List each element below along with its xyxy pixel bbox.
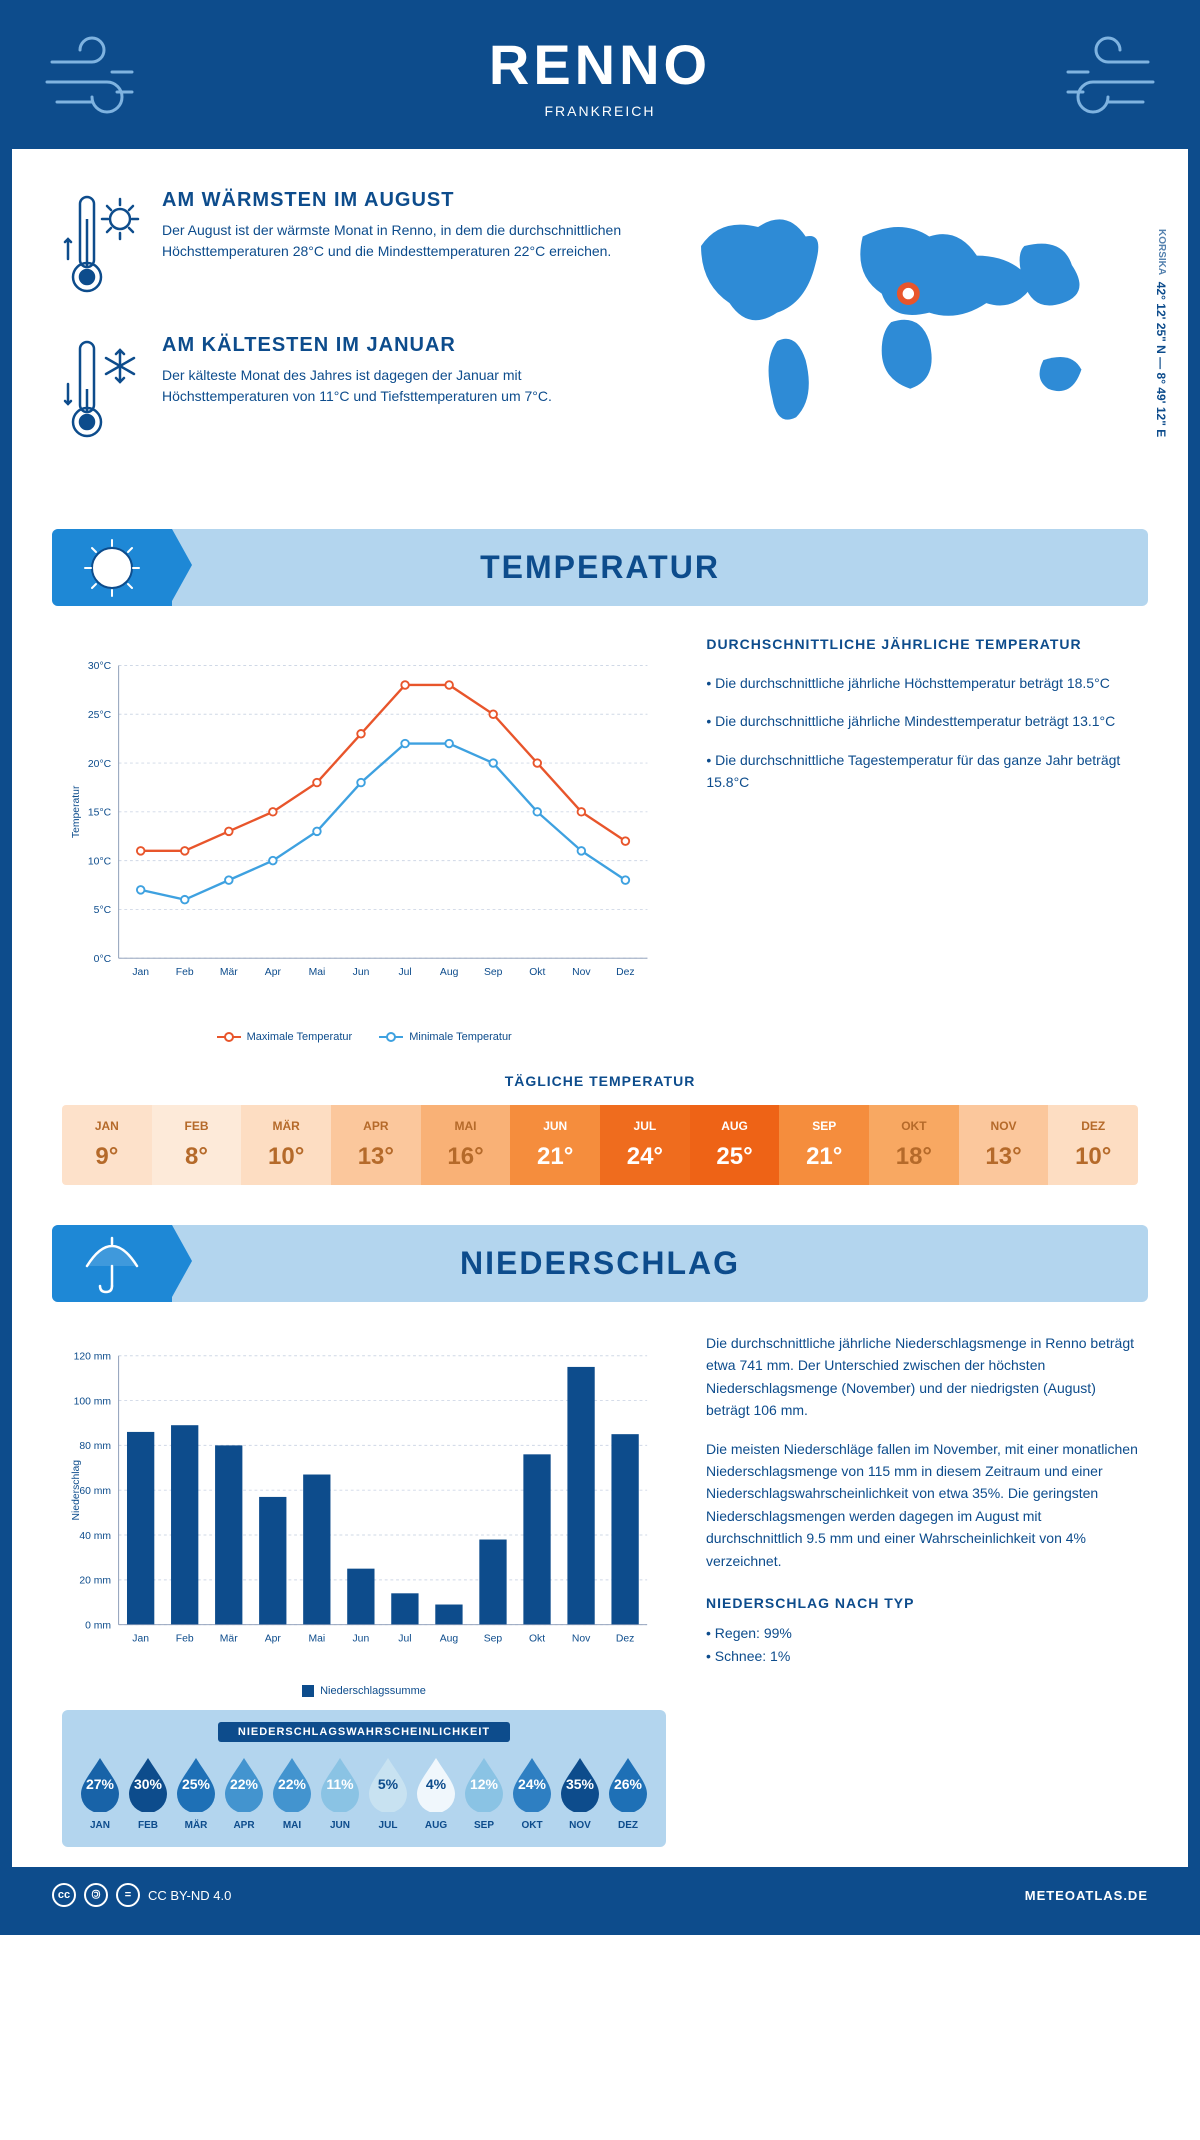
- svg-text:15°C: 15°C: [88, 808, 112, 819]
- svg-text:Jan: Jan: [132, 1634, 149, 1645]
- svg-text:40 mm: 40 mm: [79, 1531, 111, 1542]
- thermometer-cold-icon: [62, 334, 142, 444]
- coldest-blurb: AM KÄLTESTEN IM JANUAR Der kälteste Mona…: [62, 334, 633, 449]
- temp-info: DURCHSCHNITTLICHE JÄHRLICHE TEMPERATUR •…: [706, 636, 1138, 1043]
- nd-icon: =: [116, 1883, 140, 1907]
- svg-text:80 mm: 80 mm: [79, 1441, 111, 1452]
- svg-text:Sep: Sep: [484, 1634, 503, 1645]
- precip-text: Die durchschnittliche jährliche Niedersc…: [706, 1332, 1138, 1847]
- svg-text:Niederschlag: Niederschlag: [71, 1460, 82, 1521]
- svg-text:100 mm: 100 mm: [74, 1396, 111, 1407]
- svg-text:Aug: Aug: [440, 967, 459, 978]
- precip-section-title: NIEDERSCHLAG: [72, 1245, 1128, 1282]
- intro-row: AM WÄRMSTEN IM AUGUST Der August ist der…: [12, 149, 1188, 519]
- svg-text:Feb: Feb: [176, 967, 194, 978]
- svg-text:Okt: Okt: [529, 1634, 545, 1645]
- precip-probability-box: NIEDERSCHLAGSWAHRSCHEINLICHKEIT 27%JAN30…: [62, 1710, 666, 1847]
- svg-text:Jul: Jul: [398, 967, 411, 978]
- svg-text:20 mm: 20 mm: [79, 1576, 111, 1587]
- precipitation-chart: 0 mm 20 mm 40 mm 60 mm 80 mm 100 mm 120 mm Jan F…: [62, 1332, 666, 1847]
- warmest-title: AM WÄRMSTEN IM AUGUST: [162, 189, 633, 212]
- temperature-chart: 0°C 5°C 10°C 15°C 20°C 25°C 30°C Jan Feb Mär Apr Ma…: [62, 636, 666, 1043]
- wind-icon: [1038, 32, 1158, 132]
- header: RENNO FRANKREICH: [12, 12, 1188, 149]
- svg-text:Temperatur: Temperatur: [71, 785, 82, 838]
- daily-temp-title: TÄGLICHE TEMPERATUR: [12, 1073, 1188, 1089]
- city-title: RENNO: [12, 32, 1188, 97]
- license-text: CC BY-ND 4.0: [148, 1888, 231, 1903]
- temp-legend: Maximale Temperatur Minimale Temperatur: [62, 1029, 666, 1043]
- site-name: METEOATLAS.DE: [1025, 1888, 1148, 1903]
- svg-text:0°C: 0°C: [94, 954, 112, 965]
- footer: cc 🄯 = CC BY-ND 4.0 METEOATLAS.DE: [12, 1867, 1188, 1923]
- svg-text:5°C: 5°C: [94, 905, 112, 916]
- by-icon: 🄯: [84, 1883, 108, 1907]
- svg-text:Mai: Mai: [308, 1634, 325, 1645]
- svg-text:Okt: Okt: [529, 967, 545, 978]
- svg-text:Mär: Mär: [220, 1634, 238, 1645]
- warmest-text: Der August ist der wärmste Monat in Renn…: [162, 220, 633, 262]
- svg-text:120 mm: 120 mm: [74, 1351, 111, 1362]
- temp-section-title: TEMPERATUR: [72, 549, 1128, 586]
- precip-legend: Niederschlagssumme: [62, 1685, 666, 1700]
- svg-text:10°C: 10°C: [88, 856, 112, 867]
- svg-text:Dez: Dez: [616, 967, 634, 978]
- svg-text:Mär: Mär: [220, 967, 238, 978]
- world-map: [663, 189, 1138, 436]
- precip-banner: NIEDERSCHLAG: [52, 1225, 1148, 1302]
- infographic-container: RENNO FRANKREICH AM WÄRMSTEN IM: [0, 0, 1200, 1935]
- sun-icon: [77, 538, 147, 598]
- country-sub: FRANKREICH: [12, 103, 1188, 119]
- svg-text:Feb: Feb: [176, 1634, 194, 1645]
- temp-info-heading: DURCHSCHNITTLICHE JÄHRLICHE TEMPERATUR: [706, 636, 1138, 652]
- svg-text:20°C: 20°C: [88, 759, 112, 770]
- temp-banner: TEMPERATUR: [52, 529, 1148, 606]
- svg-text:Jan: Jan: [132, 967, 149, 978]
- svg-text:0 mm: 0 mm: [85, 1620, 111, 1631]
- svg-text:30°C: 30°C: [88, 661, 112, 672]
- coldest-title: AM KÄLTESTEN IM JANUAR: [162, 334, 633, 357]
- daily-temp-heatmap: JAN9°FEB8°MÄR10°APR13°MAI16°JUN21°JUL24°…: [62, 1105, 1138, 1185]
- svg-text:Apr: Apr: [265, 1634, 282, 1645]
- svg-text:Nov: Nov: [572, 967, 591, 978]
- svg-text:Jul: Jul: [398, 1634, 411, 1645]
- svg-text:Nov: Nov: [572, 1634, 591, 1645]
- umbrella-icon: [77, 1234, 147, 1294]
- warmest-blurb: AM WÄRMSTEN IM AUGUST Der August ist der…: [62, 189, 633, 304]
- svg-text:Mai: Mai: [309, 967, 326, 978]
- svg-text:Dez: Dez: [616, 1634, 634, 1645]
- coldest-text: Der kälteste Monat des Jahres ist dagege…: [162, 365, 633, 407]
- cc-icon: cc: [52, 1883, 76, 1907]
- coordinates: KORSIKA 42° 12' 25" N — 8° 49' 12" E: [1154, 229, 1168, 437]
- svg-text:Aug: Aug: [440, 1634, 459, 1645]
- wind-icon: [42, 32, 162, 132]
- thermometer-hot-icon: [62, 189, 142, 299]
- svg-text:Jun: Jun: [352, 1634, 369, 1645]
- svg-text:60 mm: 60 mm: [79, 1486, 111, 1497]
- svg-text:25°C: 25°C: [88, 710, 112, 721]
- svg-text:Apr: Apr: [265, 967, 282, 978]
- svg-text:Jun: Jun: [353, 967, 370, 978]
- svg-text:Sep: Sep: [484, 967, 503, 978]
